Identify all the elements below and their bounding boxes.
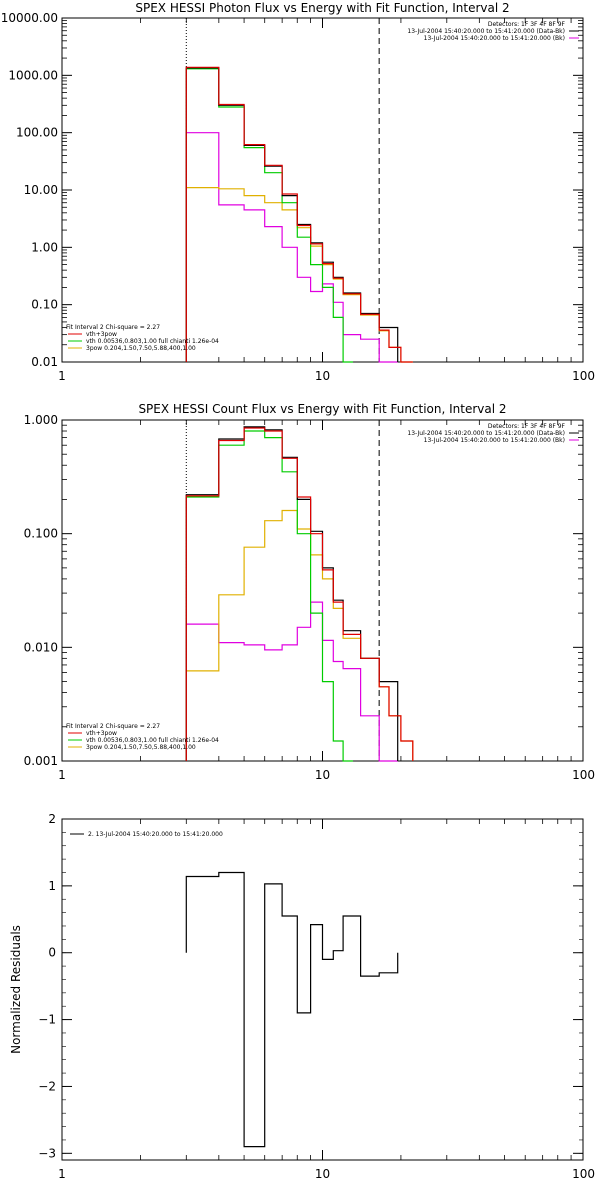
chart-title: SPEX HESSI Count Flux vs Energy with Fit…: [138, 402, 506, 416]
legend-top-right-text: 13-Jul-2004 15:40:20.000 to 15:41:20.000…: [424, 35, 565, 42]
y-tick-label: 1.000: [24, 413, 58, 427]
y-tick-label: 0.01: [31, 355, 58, 369]
x-tick-label: 100: [572, 369, 595, 383]
legend-text: 2. 13-Jul-2004 15:40:20.000 to 15:41:20.…: [88, 831, 223, 838]
x-tick-label: 10: [315, 369, 330, 383]
chart-panel-1: SPEX HESSI Photon Flux vs Energy with Fi…: [1, 1, 595, 383]
legend-bottom-left-text: vth+3pow: [86, 730, 117, 737]
chart-title: SPEX HESSI Photon Flux vs Energy with Fi…: [135, 1, 509, 15]
x-tick-label: 1: [58, 369, 66, 383]
legend-bottom-left-text: vth 0.00536,0.803,1.00 full chianti 1.26…: [86, 737, 219, 744]
x-tick-label: 10: [315, 768, 330, 782]
series-line-vth: [185, 430, 353, 762]
legend-top-right-text: 13-Jul-2004 15:40:20.000 to 15:41:20.000…: [407, 430, 565, 437]
y-tick-label: 2: [48, 812, 56, 826]
y-tick-label: 0.001: [24, 754, 58, 768]
legend-bottom-left-text: vth+3pow: [86, 331, 117, 338]
series-line-vth-3pow: [185, 66, 413, 363]
y-tick-label: 0.10: [31, 298, 58, 312]
y-tick-label: 1: [48, 879, 56, 893]
x-tick-label: 10: [315, 1167, 330, 1181]
series-line-data-bk: [185, 426, 399, 761]
legend-top-right-text: 13-Jul-2004 15:40:20.000 to 15:41:20.000…: [424, 437, 565, 444]
chart-panel-2: SPEX HESSI Count Flux vs Energy with Fit…: [24, 402, 595, 782]
series-line-bk: [185, 601, 398, 762]
x-tick-label: 100: [572, 1167, 595, 1181]
series-line-vth-3pow: [185, 427, 414, 761]
y-tick-label: 0.100: [24, 527, 58, 541]
y-tick-label: −1: [38, 1013, 56, 1027]
y-tick-label: 1.00: [31, 240, 58, 254]
y-axis-label: Normalized Residuals: [9, 925, 23, 1054]
x-tick-label: 1: [58, 768, 66, 782]
legend-top-right-text: 13-Jul-2004 15:40:20.000 to 15:41:20.000…: [407, 28, 565, 35]
y-tick-label: 0: [48, 946, 56, 960]
series-line-2-13-jul-2004-15-40-20-000-to-15-41-20-000: [185, 871, 399, 1148]
y-tick-label: 0.010: [24, 640, 58, 654]
legend-bottom-left-text: 3pow 0.204,1.50,7.50,5.88,400,1.00: [86, 744, 196, 751]
plot-frame: [61, 17, 584, 363]
y-tick-label: −3: [38, 1146, 56, 1160]
y-tick-label: 100.00: [16, 126, 58, 140]
legend-top-right-text: Detectors: 1F 3F 4F 8F 9F: [488, 423, 566, 430]
y-tick-label: 10000.00: [1, 11, 58, 25]
plot-frame: [61, 419, 584, 762]
y-tick-label: −2: [38, 1079, 56, 1093]
series-line-bk: [185, 132, 398, 363]
legend-bottom-left-text: vth 0.00536,0.803,1.00 full chianti 1.26…: [86, 338, 219, 345]
legend-bottom-left-text: Fit Interval 2 Chi-square = 2.27: [66, 324, 160, 331]
plot-frame: [61, 818, 584, 1161]
x-tick-label: 100: [572, 768, 595, 782]
legend-top-right-text: Detectors: 1F 3F 4F 8F 9F: [488, 21, 566, 28]
series-line-vth: [185, 68, 353, 363]
x-tick-label: 1: [58, 1167, 66, 1181]
y-tick-label: 10.00: [24, 183, 58, 197]
legend-bottom-left-text: Fit Interval 2 Chi-square = 2.27: [66, 723, 160, 730]
series-line-data-bk: [185, 67, 399, 362]
legend-bottom-left-text: 3pow 0.204,1.50,7.50,5.88,400,1.00: [86, 345, 196, 352]
y-tick-label: 1000.00: [8, 68, 58, 82]
